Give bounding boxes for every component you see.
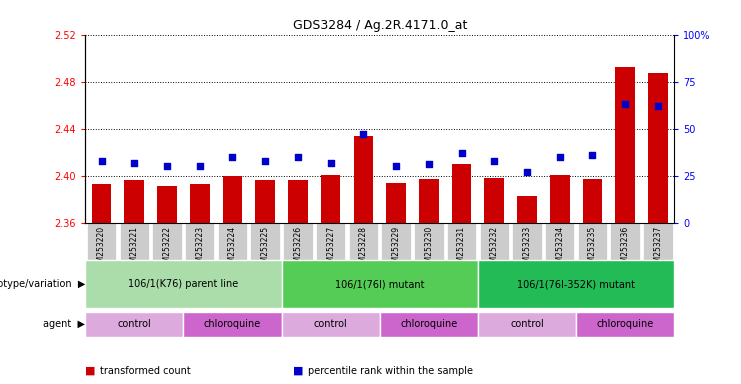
FancyBboxPatch shape xyxy=(643,223,673,284)
Bar xyxy=(92,184,111,223)
FancyBboxPatch shape xyxy=(316,223,345,284)
Text: ■: ■ xyxy=(293,366,303,376)
Bar xyxy=(452,164,471,223)
Bar xyxy=(485,178,504,223)
Text: GSM253222: GSM253222 xyxy=(162,226,171,272)
Text: GSM253224: GSM253224 xyxy=(228,226,237,272)
Point xyxy=(488,157,500,164)
Text: GSM253231: GSM253231 xyxy=(457,226,466,272)
FancyBboxPatch shape xyxy=(85,260,282,308)
Point xyxy=(128,159,140,166)
Text: control: control xyxy=(510,319,544,329)
Bar xyxy=(157,186,177,223)
Text: chloroquine: chloroquine xyxy=(204,319,261,329)
FancyBboxPatch shape xyxy=(119,223,149,284)
FancyBboxPatch shape xyxy=(379,313,478,336)
FancyBboxPatch shape xyxy=(218,223,247,284)
Bar xyxy=(550,174,570,223)
Text: GSM253226: GSM253226 xyxy=(293,226,302,272)
Text: ■: ■ xyxy=(85,366,96,376)
FancyBboxPatch shape xyxy=(611,223,640,284)
Bar xyxy=(615,68,635,223)
Text: genotype/variation  ▶: genotype/variation ▶ xyxy=(0,279,85,289)
Bar xyxy=(517,196,536,223)
Text: control: control xyxy=(313,319,348,329)
Text: 106/1(K76) parent line: 106/1(K76) parent line xyxy=(128,279,239,289)
FancyBboxPatch shape xyxy=(479,223,509,284)
Point xyxy=(227,154,239,160)
Bar xyxy=(353,136,373,223)
FancyBboxPatch shape xyxy=(250,223,280,284)
Text: chloroquine: chloroquine xyxy=(400,319,457,329)
Point xyxy=(619,101,631,107)
Text: chloroquine: chloroquine xyxy=(597,319,654,329)
FancyBboxPatch shape xyxy=(183,313,282,336)
FancyBboxPatch shape xyxy=(382,223,411,284)
Point xyxy=(587,152,599,158)
Text: GSM253225: GSM253225 xyxy=(261,226,270,272)
Text: GSM253235: GSM253235 xyxy=(588,226,597,272)
Bar xyxy=(386,183,406,223)
Text: GSM253232: GSM253232 xyxy=(490,226,499,272)
Text: control: control xyxy=(117,319,151,329)
FancyBboxPatch shape xyxy=(414,223,444,284)
FancyBboxPatch shape xyxy=(85,313,183,336)
Point xyxy=(357,131,369,137)
Point xyxy=(391,163,402,169)
FancyBboxPatch shape xyxy=(283,223,313,284)
FancyBboxPatch shape xyxy=(576,313,674,336)
Text: GSM253230: GSM253230 xyxy=(425,226,433,272)
Text: GSM253223: GSM253223 xyxy=(196,226,205,272)
Text: GSM253233: GSM253233 xyxy=(522,226,531,272)
Text: GSM253229: GSM253229 xyxy=(392,226,401,272)
FancyBboxPatch shape xyxy=(545,223,574,284)
Text: GSM253228: GSM253228 xyxy=(359,226,368,272)
Bar xyxy=(321,174,341,223)
FancyBboxPatch shape xyxy=(87,223,116,284)
Point xyxy=(521,169,533,175)
Text: 106/1(76I-352K) mutant: 106/1(76I-352K) mutant xyxy=(517,279,635,289)
FancyBboxPatch shape xyxy=(185,223,214,284)
Text: GSM253237: GSM253237 xyxy=(654,226,662,272)
Text: GSM253220: GSM253220 xyxy=(97,226,106,272)
Bar xyxy=(190,184,210,223)
Point xyxy=(259,157,271,164)
Title: GDS3284 / Ag.2R.4171.0_at: GDS3284 / Ag.2R.4171.0_at xyxy=(293,19,467,32)
Bar xyxy=(288,180,308,223)
Bar xyxy=(256,180,275,223)
Text: transformed count: transformed count xyxy=(100,366,190,376)
Point xyxy=(194,163,206,169)
Point xyxy=(325,159,336,166)
Text: 106/1(76I) mutant: 106/1(76I) mutant xyxy=(335,279,425,289)
Text: GSM253221: GSM253221 xyxy=(130,226,139,272)
Bar xyxy=(582,179,602,223)
Point xyxy=(554,154,565,160)
FancyBboxPatch shape xyxy=(282,313,379,336)
Bar xyxy=(222,175,242,223)
Bar xyxy=(648,73,668,223)
FancyBboxPatch shape xyxy=(512,223,542,284)
Text: GSM253227: GSM253227 xyxy=(326,226,335,272)
Point xyxy=(161,163,173,169)
FancyBboxPatch shape xyxy=(282,260,478,308)
Text: percentile rank within the sample: percentile rank within the sample xyxy=(308,366,473,376)
Point xyxy=(423,161,435,167)
FancyBboxPatch shape xyxy=(578,223,607,284)
FancyBboxPatch shape xyxy=(478,313,576,336)
Bar xyxy=(124,180,144,223)
Point xyxy=(96,157,107,164)
Text: GSM253234: GSM253234 xyxy=(555,226,564,272)
Point xyxy=(456,150,468,156)
Point xyxy=(652,103,664,109)
FancyBboxPatch shape xyxy=(153,223,182,284)
FancyBboxPatch shape xyxy=(349,223,378,284)
FancyBboxPatch shape xyxy=(478,260,674,308)
Text: GSM253236: GSM253236 xyxy=(621,226,630,272)
Point xyxy=(292,154,304,160)
Text: agent  ▶: agent ▶ xyxy=(43,319,85,329)
FancyBboxPatch shape xyxy=(447,223,476,284)
Bar xyxy=(419,179,439,223)
